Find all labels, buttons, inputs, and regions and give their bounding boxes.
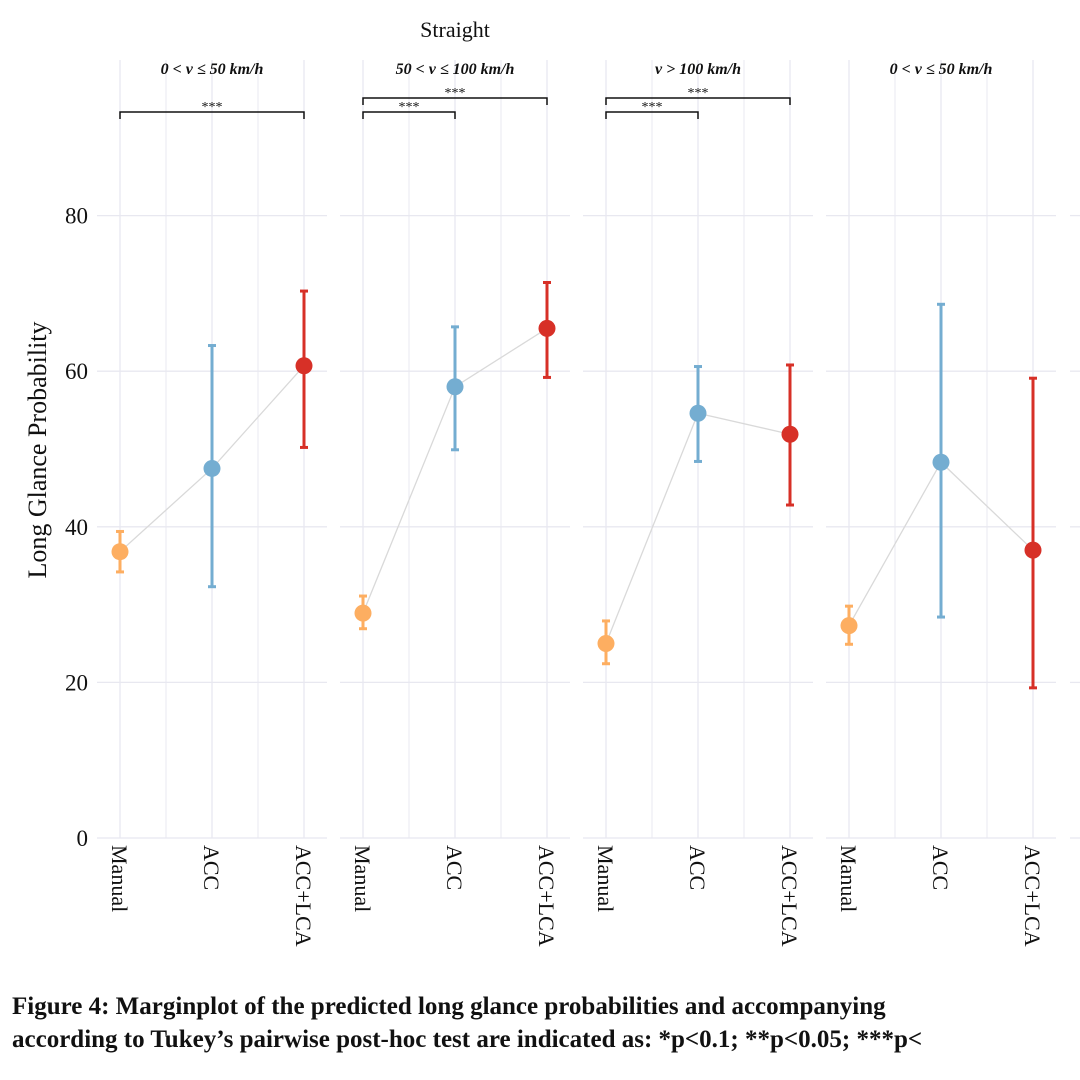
- significance-label: ***: [688, 86, 709, 101]
- point-acc: [689, 404, 707, 422]
- x-tick-label-acc-lca: ACC+LCA: [1020, 845, 1045, 947]
- point-acc: [932, 453, 950, 471]
- point-manual: [111, 543, 129, 561]
- panel-title: 50 < v ≤ 100 km/h: [396, 61, 515, 78]
- point-manual: [354, 604, 372, 622]
- x-tick-label-acc-lca: ACC+LCA: [777, 845, 802, 947]
- group-title: Straight: [420, 17, 490, 42]
- point-manual: [597, 635, 615, 652]
- significance-label: ***: [642, 100, 663, 115]
- caption-line-2: according to Tukey’s pairwise post-hoc t…: [12, 1026, 923, 1053]
- y-tick-label: 0: [77, 826, 89, 851]
- figure-caption: Figure 4: Marginplot of the predicted lo…: [12, 990, 1080, 1056]
- point-acc-lca: [538, 319, 556, 337]
- panel-title: 0 < v ≤ 50 km/h: [890, 61, 993, 78]
- significance-bracket: [605, 111, 699, 119]
- x-tick-label-acc-lca: ACC+LCA: [534, 845, 559, 947]
- y-tick-label: 60: [65, 359, 88, 384]
- x-tick-label-acc-lca: ACC+LCA: [291, 845, 316, 947]
- point-acc-lca: [781, 425, 799, 443]
- x-tick-label-acc: ACC: [685, 845, 710, 890]
- x-tick-label-acc: ACC: [199, 845, 224, 890]
- caption-line-1: Figure 4: Marginplot of the predicted lo…: [12, 993, 886, 1020]
- y-tick-label: 20: [65, 670, 88, 695]
- x-tick-label-manual: Manual: [593, 845, 618, 912]
- significance-bracket: [362, 111, 456, 119]
- significance-bracket: [362, 97, 548, 105]
- significance-label: ***: [202, 100, 223, 115]
- significance-bracket: [119, 111, 305, 119]
- significance-label: ***: [445, 86, 466, 101]
- panel-title: v > 100 km/h: [655, 61, 741, 78]
- x-tick-label-manual: Manual: [107, 845, 132, 912]
- marginplot-chart: Straight 0 20 40 60 80 Long Glance Probability…: [23, 17, 1080, 947]
- significance-label: ***: [399, 100, 420, 115]
- y-tick-label: 40: [65, 515, 88, 540]
- point-acc: [446, 378, 464, 396]
- x-tick-label-acc: ACC: [442, 845, 467, 890]
- panel-title: 0 < v ≤ 50 km/h: [161, 61, 264, 78]
- x-tick-label-manual: Manual: [350, 845, 375, 912]
- point-acc-lca: [1024, 541, 1042, 559]
- significance-bracket: [605, 97, 791, 105]
- point-acc-lca: [295, 357, 313, 375]
- point-manual: [840, 617, 858, 635]
- x-tick-label-acc: ACC: [928, 845, 953, 890]
- x-tick-label-manual: Manual: [836, 845, 861, 912]
- point-acc: [203, 459, 221, 477]
- y-tick-label: 80: [65, 204, 88, 229]
- y-axis-label: Long Glance Probability: [23, 321, 52, 578]
